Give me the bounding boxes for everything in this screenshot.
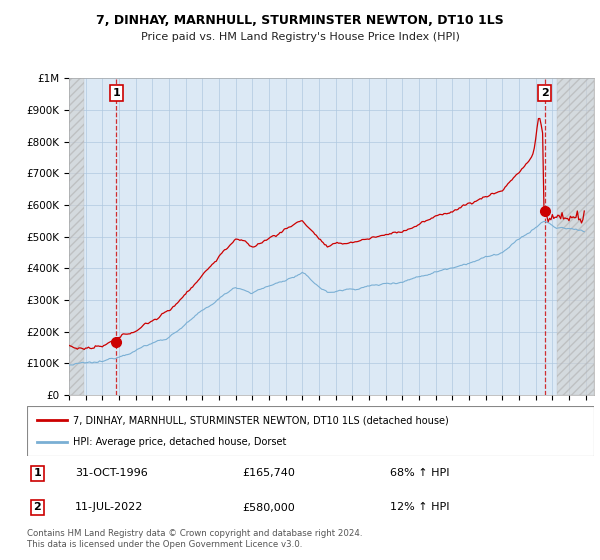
Text: 12% ↑ HPI: 12% ↑ HPI <box>390 502 449 512</box>
Text: 7, DINHAY, MARNHULL, STURMINSTER NEWTON, DT10 1LS (detached house): 7, DINHAY, MARNHULL, STURMINSTER NEWTON,… <box>73 415 449 425</box>
Text: HPI: Average price, detached house, Dorset: HPI: Average price, detached house, Dors… <box>73 437 287 447</box>
Text: £165,740: £165,740 <box>242 468 295 478</box>
Text: 31-OCT-1996: 31-OCT-1996 <box>75 468 148 478</box>
Text: 1: 1 <box>112 88 120 98</box>
FancyBboxPatch shape <box>27 406 594 456</box>
Text: Price paid vs. HM Land Registry's House Price Index (HPI): Price paid vs. HM Land Registry's House … <box>140 32 460 43</box>
Text: £580,000: £580,000 <box>242 502 295 512</box>
Text: Contains HM Land Registry data © Crown copyright and database right 2024.
This d: Contains HM Land Registry data © Crown c… <box>27 529 362 549</box>
Text: 2: 2 <box>34 502 41 512</box>
Text: 7, DINHAY, MARNHULL, STURMINSTER NEWTON, DT10 1LS: 7, DINHAY, MARNHULL, STURMINSTER NEWTON,… <box>96 14 504 27</box>
Polygon shape <box>69 78 85 395</box>
Text: 68% ↑ HPI: 68% ↑ HPI <box>390 468 449 478</box>
Text: 2: 2 <box>541 88 548 98</box>
Text: 11-JUL-2022: 11-JUL-2022 <box>75 502 143 512</box>
Text: 1: 1 <box>34 468 41 478</box>
Polygon shape <box>557 78 594 395</box>
